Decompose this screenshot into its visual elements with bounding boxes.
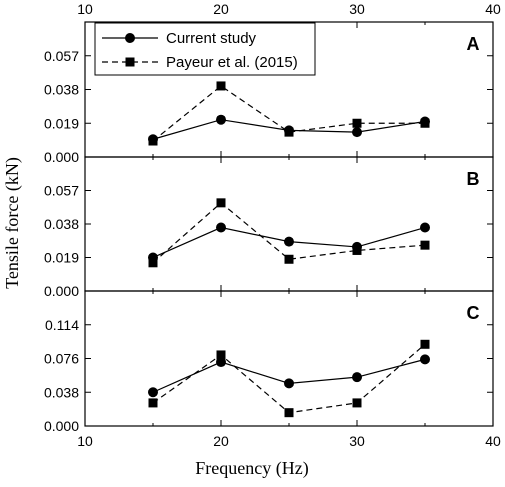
data-point-circle: [216, 357, 226, 368]
data-point-square: [284, 254, 294, 264]
x-tick-label-top: 10: [77, 1, 93, 17]
top-x-axis: 10 20 30 40: [77, 1, 501, 17]
data-point-circle: [284, 378, 294, 389]
data-point-square: [148, 258, 158, 268]
data-point-circle: [420, 354, 430, 365]
series-line-payeur: [152, 85, 425, 142]
y-tick-label: 0.076: [44, 351, 79, 367]
data-point-square: [148, 136, 158, 146]
data-point-square: [284, 127, 294, 137]
data-point-square: [420, 240, 430, 250]
panel-frame: [84, 156, 494, 292]
data-point-square: [352, 118, 362, 128]
data-point-square: [216, 81, 226, 91]
x-tick-label-top: 30: [349, 1, 365, 17]
panel-label: C: [467, 303, 480, 323]
data-point-square: [216, 350, 226, 360]
data-point-circle: [216, 222, 226, 233]
y-tick-label: 0.000: [44, 418, 79, 434]
legend-marker-circle: [125, 33, 135, 43]
x-tick-label-top: 40: [485, 1, 501, 17]
y-tick-label: 0.000: [44, 283, 79, 299]
x-tick-label-bottom: 10: [77, 433, 93, 449]
data-point-circle: [420, 222, 430, 233]
data-point-circle: [284, 236, 294, 247]
y-tick-label: 0.038: [44, 216, 79, 232]
data-point-square: [284, 408, 294, 418]
y-tick-label: 0.019: [44, 250, 79, 266]
y-tick-label: 0.038: [44, 82, 79, 98]
data-point-square: [148, 398, 158, 408]
legend-marker-square: [125, 57, 135, 67]
bottom-x-axis: 10 20 30 40: [77, 433, 501, 449]
y-tick-label: 0.038: [44, 384, 79, 400]
data-point-circle: [148, 387, 158, 398]
x-tick-label-bottom: 40: [485, 433, 501, 449]
data-point-circle: [216, 114, 226, 125]
x-axis-title: Frequency (Hz): [195, 458, 308, 479]
panel-c: 0.000 0.038 0.076 0.114 C: [44, 290, 494, 434]
chart-panels: 0.000 0.019 0.038 0.057 A 0.000 0.019 0.038 0.05…: [44, 21, 494, 434]
y-tick-label: 0.000: [44, 149, 79, 165]
data-point-square: [420, 118, 430, 128]
x-tick-label-bottom: 20: [213, 433, 229, 449]
data-point-circle: [352, 127, 362, 138]
y-tick-label: 0.057: [44, 183, 79, 199]
data-point-square: [352, 245, 362, 255]
series-line-payeur: [152, 202, 426, 264]
panel-label: B: [467, 169, 480, 189]
y-tick-label: 0.019: [44, 115, 79, 131]
y-tick-label: 0.057: [44, 48, 79, 64]
panel-b: 0.000 0.019 0.038 0.057 B: [44, 156, 494, 299]
x-tick-label-bottom: 30: [349, 433, 365, 449]
panel-a: 0.000 0.019 0.038 0.057 A: [44, 21, 494, 165]
data-point-circle: [352, 372, 362, 383]
x-tick-label-top: 20: [213, 1, 229, 17]
legend-label: Current study: [166, 30, 257, 47]
legend-label: Payeur et al. (2015): [166, 54, 298, 71]
data-point-square: [216, 198, 226, 208]
y-axis-title: Tensile force (kN): [2, 157, 23, 289]
data-point-square: [420, 339, 430, 349]
panel-frame: [84, 290, 494, 427]
y-tick-label: 0.114: [45, 317, 79, 333]
legend: Current study Payeur et al. (2015): [94, 22, 316, 76]
panel-label: A: [467, 34, 480, 54]
data-point-square: [352, 398, 362, 408]
